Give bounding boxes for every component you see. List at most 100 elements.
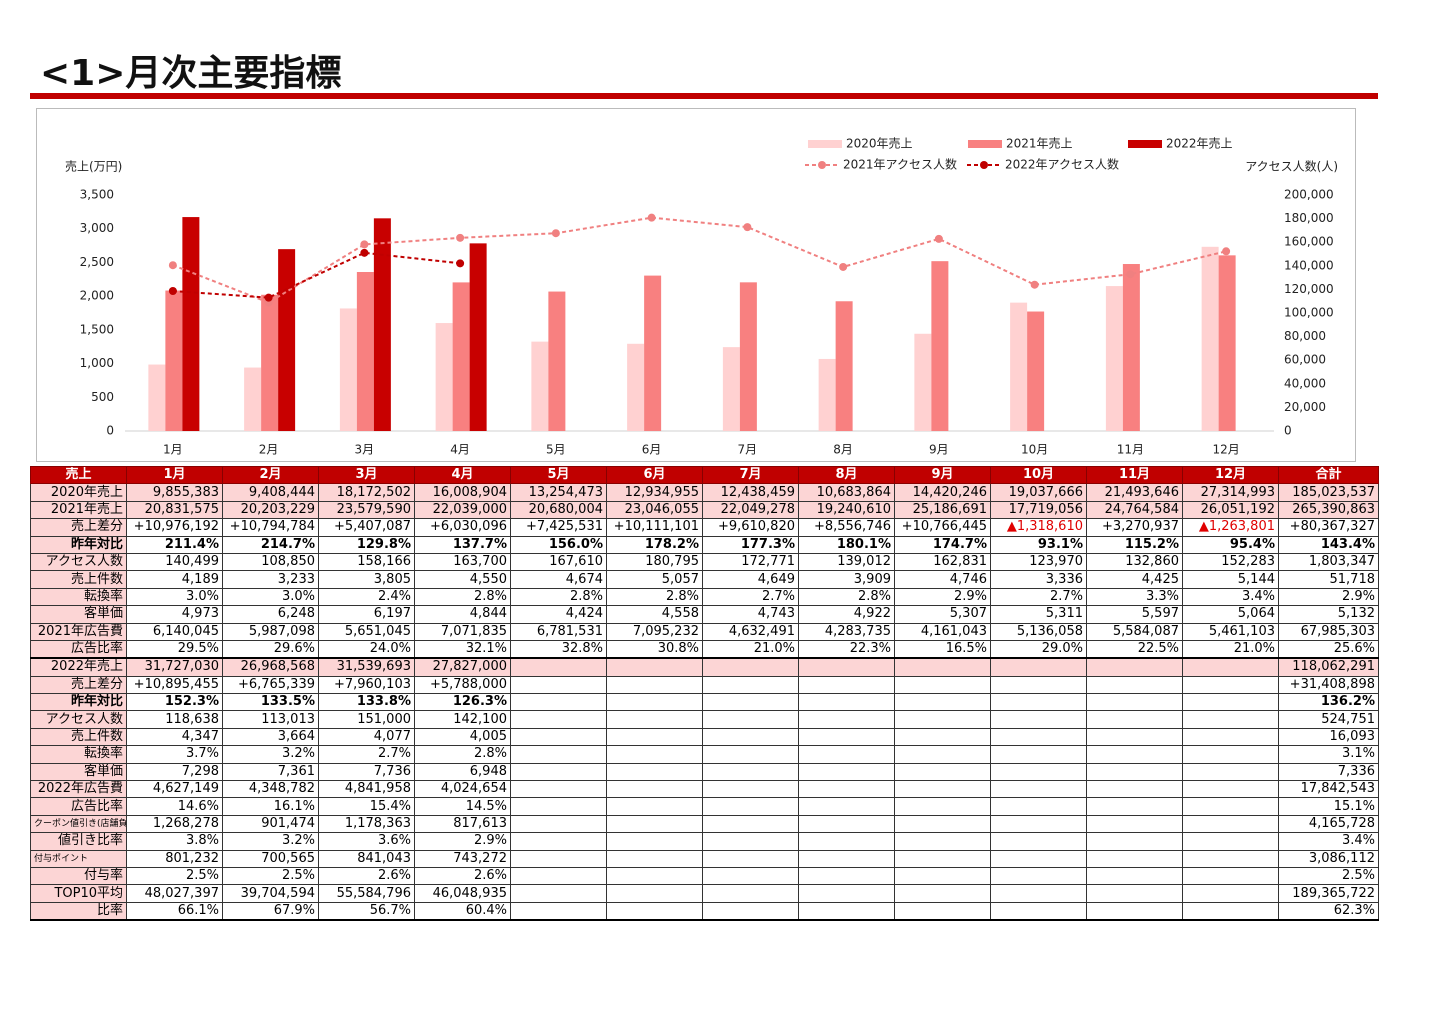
y2-tick-label: 160,000 [1284,235,1334,249]
table-cell: 6,948 [414,762,511,782]
table-cell: 20,831,575 [126,500,223,520]
table-cell: 139,012 [798,552,895,572]
chart: 売上(万円) アクセス人数(人) 0 500 1,000 1,500 2,000 2,500 3… [65,136,1338,457]
table-cell [798,693,895,712]
table-cell [1182,745,1279,764]
row-label: 値引き比率 [30,832,127,851]
line-point [1222,247,1231,256]
line-point [551,229,560,238]
table-cell [990,901,1087,922]
table-row: クーポン値引き(店舗負担)1,268,278901,4741,178,36381… [30,814,1379,834]
table-cell [510,884,607,903]
table-row: 売上差分 +10,976,192 +10,794,784 +5,407,087 +6,0… [30,518,1379,537]
table-cell: 3.2% [222,745,319,764]
table-cell: 4,632,491 [702,622,799,641]
table-cell: 4,922 [798,605,895,624]
table-cell: 1,803,347 [1278,552,1379,572]
table-cell: 136.2% [1278,693,1379,712]
table-cell: 4,844 [414,605,511,624]
table-cell [990,762,1087,782]
table-cell: ▲1,318,610 [990,518,1087,537]
table-cell: 22,039,000 [414,500,511,520]
y2-tick-label: 60,000 [1284,353,1326,367]
bar [469,243,487,431]
row-label: 2021年広告費 [30,622,127,641]
table-cell: 67.9% [222,901,319,922]
table-cell: 27,314,993 [1182,483,1279,502]
table-cell [1086,901,1183,922]
table-cell: +3,270,937 [1086,518,1183,537]
table-cell: 5,136,058 [990,622,1087,641]
header-cell: 12月 [1182,465,1279,485]
table-cell: 1,268,278 [126,814,223,834]
y2-tick-label: 0 [1284,424,1292,438]
table-cell [990,710,1087,729]
table-cell [510,849,607,868]
table-cell: 20,680,004 [510,500,607,520]
table-cell [798,866,895,886]
table-cell [606,780,703,799]
table-cell [798,849,895,868]
table-cell: 56.7% [318,901,415,922]
x-tick-label: 1月 [163,443,183,457]
table-cell: 4,348,782 [222,780,319,799]
table-cell: 22,049,278 [702,500,799,520]
table-cell: 167,610 [510,552,607,572]
table-row: 付与ポイント 801,232 700,565 841,043 743,272 3,086,… [30,849,1379,868]
table-cell: 95.4% [1182,535,1279,554]
table-cell [894,727,991,747]
table-row: 2021年売上 20,831,575 20,203,229 23,579,590 22,… [30,500,1379,520]
table-cell: 51,718 [1278,570,1379,589]
table-cell: 5,461,103 [1182,622,1279,641]
table-cell: 140,499 [126,552,223,572]
table-cell [1182,884,1279,903]
table-cell [510,814,607,834]
bar [627,343,645,431]
header-cell: 売上 [30,465,127,485]
table-cell: 16,008,904 [414,483,511,502]
line-point [168,287,177,296]
table-cell: 66.1% [126,901,223,922]
table-cell [510,866,607,886]
table-cell: 108,850 [222,552,319,572]
line-point [1030,280,1039,289]
table-cell: +7,960,103 [318,675,415,695]
header-cell: 5月 [510,465,607,485]
table-row: 比率 66.1% 67.9% 56.7% 60.4% 62.3% [30,901,1379,922]
table-cell: 2.9% [414,832,511,851]
table-cell: 20,203,229 [222,500,319,520]
table-cell [1182,762,1279,782]
table-cell: 31,539,693 [318,657,415,677]
table-cell [702,675,799,695]
table-cell [1086,657,1183,677]
table-cell [894,901,991,922]
table-cell: 142,100 [414,710,511,729]
row-label: 2020年売上 [30,483,127,502]
header-cell: 合計 [1278,465,1379,485]
bar [835,301,853,431]
table-cell: 5,311 [990,605,1087,624]
table-cell: 5,651,045 [318,622,415,641]
legend-swatch [1128,140,1162,148]
line [172,251,461,299]
table-cell: 3.4% [1182,587,1279,607]
table-cell [894,849,991,868]
table-cell: 4,425 [1086,570,1183,589]
table-cell: 129.8% [318,535,415,554]
table-cell [702,901,799,922]
table-cell: +9,610,820 [702,518,799,537]
table-cell [990,780,1087,799]
table-cell [1086,745,1183,764]
row-label: アクセス人数 [30,552,127,572]
table-row: 売上件数 4,347 3,664 4,077 4,005 16,093 [30,727,1379,747]
table-cell: 21.0% [1182,639,1279,660]
table-row: 売上件数 4,189 3,233 3,805 4,550 4,674 5,057 4,649 3… [30,570,1379,589]
legend-swatch [808,140,842,148]
bar [278,249,296,431]
table-cell: 4,973 [126,605,223,624]
table-cell: 19,240,610 [798,500,895,520]
bar [739,282,757,431]
title-rule [30,93,1378,99]
table-cell: 2.4% [318,587,415,607]
table-cell: 7,071,835 [414,622,511,641]
